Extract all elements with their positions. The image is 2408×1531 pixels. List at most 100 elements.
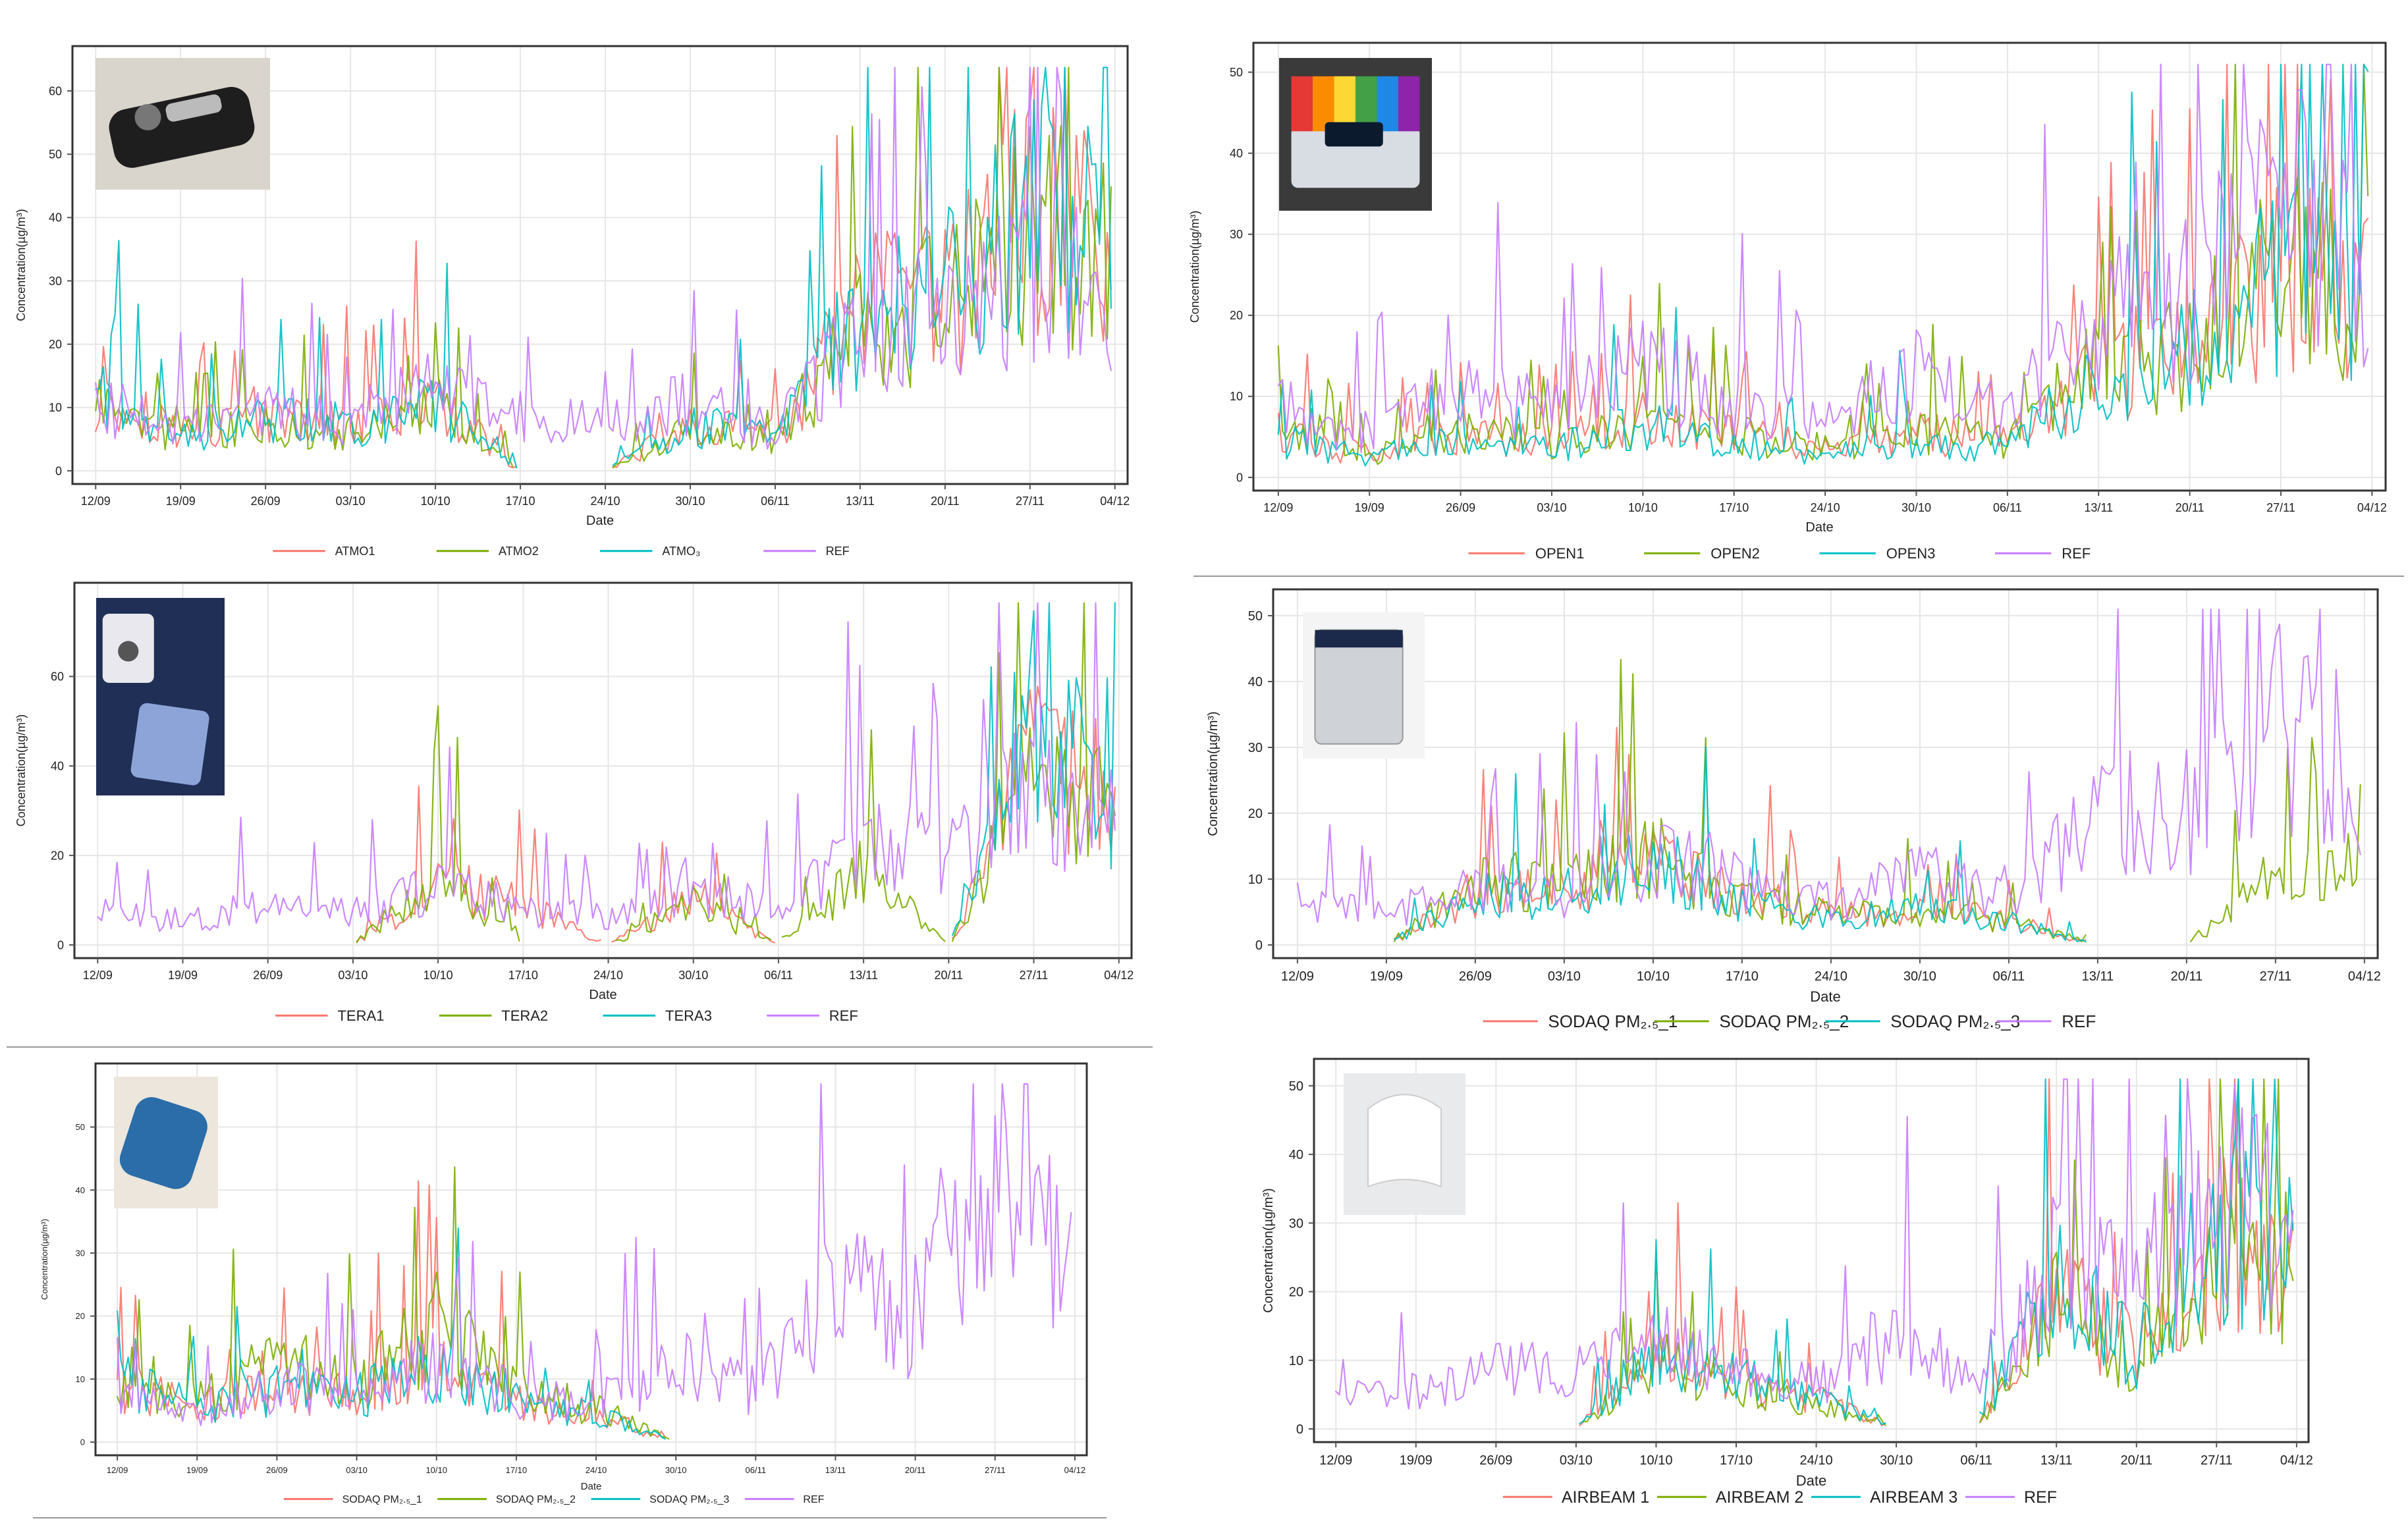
x-tick-label: 06/11 [764, 969, 793, 982]
x-tick-label: 04/12 [1064, 1465, 1086, 1475]
x-tick-label: 24/10 [1811, 501, 1840, 514]
chart-panel-open: 0 10 20 30 40 50 12/09 19/09 26/09 03/10 10/10 17/1… [1188, 41, 2387, 562]
series-line-4 [1335, 1078, 2294, 1410]
x-tick-label: 27/11 [1020, 969, 1049, 982]
legend-entry: TERA1 [337, 1007, 384, 1024]
x-tick-label: 13/11 [2040, 1453, 2073, 1468]
y-tick-label: 50 [49, 148, 62, 161]
x-tick-label: 26/09 [253, 969, 283, 982]
x-tick-label: 12/09 [107, 1465, 128, 1475]
legend-entry: REF [2024, 1488, 2057, 1507]
x-tick-label: 17/10 [1719, 501, 1749, 514]
x-tick-label: 19/09 [1370, 969, 1403, 984]
x-tick-label: 19/09 [166, 495, 196, 508]
y-tick-label: 20 [76, 1311, 85, 1321]
y-tick-label: 0 [57, 938, 64, 952]
y-tick-label: 10 [49, 401, 62, 414]
x-tick-label: 27/11 [1016, 495, 1045, 508]
x-tick-label: 13/11 [2082, 969, 2114, 984]
x-tick-label: 20/11 [931, 495, 960, 508]
y-tick-label: 30 [1289, 1216, 1303, 1231]
y-axis-label: Concentration(µg/m³) [1206, 711, 1220, 836]
x-tick-label: 12/09 [83, 969, 113, 982]
y-tick-label: 30 [1248, 741, 1263, 755]
x-tick-label: 04/12 [2357, 501, 2387, 514]
legend-entry: SODAQ PM₂.₅_1 [342, 1494, 422, 1505]
x-axis-label: Date [586, 514, 614, 528]
x-tick-label: 03/10 [336, 495, 366, 508]
chart-panel-sodaq2: 0 10 20 30 40 50 12/09 19/09 26/09 03/10 10/10 17/1… [40, 1062, 1088, 1505]
legend-entry: ATMO₃ [662, 545, 700, 558]
legend-entry: AIRBEAM 2 [1716, 1488, 1803, 1507]
series-line-1 [1394, 726, 2087, 942]
series-line-4 [97, 602, 1116, 932]
y-tick-label: 20 [49, 338, 62, 351]
x-tick-label: 24/10 [1800, 1453, 1833, 1468]
y-axis-label: Concentration(µg/m³) [1188, 211, 1201, 323]
x-tick-label: 24/10 [590, 495, 620, 508]
y-tick-label: 60 [51, 670, 64, 684]
x-tick-label: 10/10 [424, 969, 453, 982]
x-tick-label: 10/10 [1637, 969, 1670, 984]
x-tick-label: 10/10 [1639, 1453, 1672, 1468]
x-tick-label: 10/10 [421, 495, 451, 508]
y-axis-label: Concentration(µg/m³) [40, 1219, 49, 1300]
x-tick-label: 06/11 [1993, 501, 2022, 514]
x-tick-label: 19/09 [186, 1465, 208, 1475]
legend-entry: SODAQ PM₂.₅_2 [496, 1494, 576, 1505]
device-photo-airbeam [1344, 1073, 1465, 1215]
device-photo-tera [96, 598, 225, 795]
plot-frame [1272, 588, 2379, 959]
plot-frame [1252, 41, 2387, 492]
x-tick-label: 30/10 [675, 495, 705, 508]
y-tick-label: 0 [80, 1437, 85, 1447]
x-tick-label: 30/10 [1902, 501, 1931, 514]
series-line-1 [117, 1180, 666, 1438]
legend-entry: REF [826, 545, 850, 558]
x-tick-label: 03/10 [338, 969, 368, 982]
series-line-2 [1277, 63, 2369, 466]
x-tick-label: 20/11 [905, 1465, 926, 1475]
y-tick-label: 50 [1289, 1079, 1303, 1094]
device-photo-sodaq-box [1303, 612, 1425, 759]
chart-panel-sodaq1: 0 10 20 30 40 50 12/09 19/09 26/09 03/10 10/10 17/1… [1206, 588, 2381, 1031]
chart-panel-tera: 0 20 40 60 12/09 19/09 26/09 03/10 10/10 17/10 24/… [14, 581, 1134, 1024]
x-tick-label: 19/09 [168, 969, 198, 982]
x-tick-label: 17/10 [1726, 969, 1759, 984]
y-tick-label: 40 [49, 211, 62, 225]
y-tick-label: 0 [1296, 1422, 1303, 1437]
x-tick-label: 03/10 [346, 1465, 368, 1475]
y-tick-label: 20 [1289, 1285, 1303, 1300]
x-tick-label: 03/10 [1537, 501, 1566, 514]
x-tick-label: 26/09 [1459, 969, 1492, 984]
chart-panel-atmo: 0 10 20 30 40 50 60 12/09 19/09 26/09 03/10 10/10 17… [14, 45, 1130, 558]
y-tick-label: 30 [76, 1248, 85, 1258]
x-tick-label: 20/11 [2120, 1453, 2152, 1468]
x-tick-label: 13/11 [825, 1465, 846, 1475]
y-tick-label: 10 [1289, 1354, 1303, 1368]
legend-entry: OPEN1 [1535, 545, 1585, 562]
series-line-3 [1394, 746, 2087, 943]
y-tick-label: 0 [55, 464, 62, 477]
x-tick-label: 04/12 [2280, 1453, 2313, 1468]
y-axis-label: Concentration(µg/m³) [1261, 1188, 1276, 1312]
x-tick-label: 12/09 [1319, 1453, 1352, 1468]
y-tick-label: 20 [1248, 807, 1263, 821]
y-tick-label: 50 [76, 1122, 85, 1132]
x-tick-label: 24/10 [593, 969, 623, 982]
legend-entry: ATMO2 [499, 545, 539, 558]
legend-entry: REF [2062, 545, 2091, 562]
x-axis-label: Date [1796, 1472, 1826, 1489]
series-line-2 [356, 602, 1116, 944]
x-tick-label: 10/10 [425, 1465, 447, 1475]
x-tick-label: 26/09 [1446, 501, 1475, 514]
chart-panel-airbeam: 0 10 20 30 40 50 12/09 19/09 26/09 03/10 10/10 17/1… [1261, 1058, 2313, 1507]
legend-entry: REF [2062, 1011, 2096, 1031]
x-tick-label: 04/12 [2348, 969, 2381, 984]
y-tick-label: 40 [51, 760, 64, 773]
x-tick-label: 17/10 [508, 969, 538, 982]
device-photo-atmotube [96, 58, 270, 190]
x-tick-label: 10/10 [1628, 501, 1658, 514]
x-tick-label: 06/11 [761, 495, 790, 508]
